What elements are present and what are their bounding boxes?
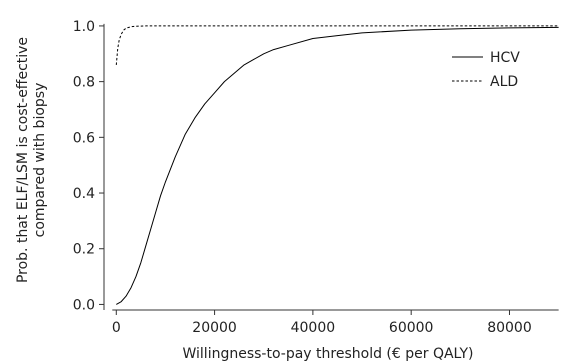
y-axis-title: Prob. that ELF/LSM is cost-effective com… xyxy=(15,37,48,283)
plot-area: 0.0 0.2 0.4 0.6 0.8 1.0 0 20000 40000 60000 80000 xyxy=(73,19,559,336)
x-axis-title: Willingness-to-pay threshold (€ per QALY… xyxy=(182,346,473,362)
y-tick-label: 1.0 xyxy=(73,19,95,35)
y-tick-label: 0.2 xyxy=(73,242,95,258)
x-tick-label: 20000 xyxy=(192,320,237,336)
legend-label-ald: ALD xyxy=(490,74,518,90)
y-axis-title-line-2: compared with biopsy xyxy=(32,83,48,238)
x-tick-label: 0 xyxy=(112,320,121,336)
x-tick-label: 60000 xyxy=(389,320,434,336)
legend-label-hcv: HCV xyxy=(490,50,520,66)
y-tick-label: 0.4 xyxy=(73,186,95,202)
y-ticks: 0.0 0.2 0.4 0.6 0.8 1.0 xyxy=(73,19,104,313)
series-layer xyxy=(115,25,559,305)
y-tick-label: 0.6 xyxy=(73,130,95,146)
series-line-ald xyxy=(115,25,559,65)
legend: HCV ALD xyxy=(452,50,520,90)
y-axis-title-line-1: Prob. that ELF/LSM is cost-effective xyxy=(15,37,31,283)
x-tick-label: 40000 xyxy=(291,320,336,336)
x-tick-label: 80000 xyxy=(487,320,532,336)
y-tick-label: 0.8 xyxy=(73,75,95,91)
series-line-hcv xyxy=(116,26,559,305)
x-ticks: 0 20000 40000 60000 80000 xyxy=(112,310,532,336)
y-tick-label: 0.0 xyxy=(73,297,95,313)
